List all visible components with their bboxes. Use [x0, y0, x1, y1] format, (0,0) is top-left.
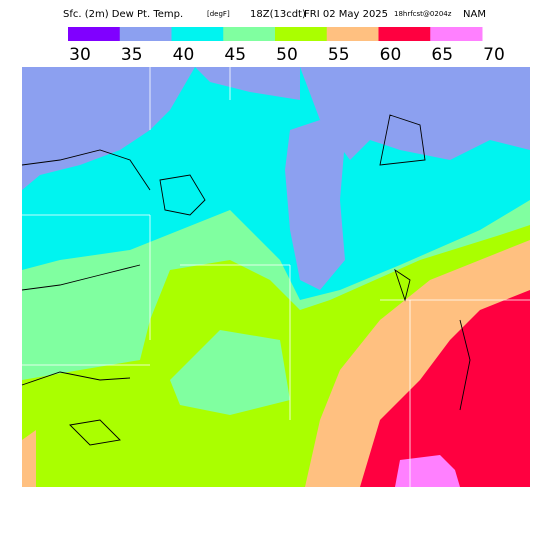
- title-model: NAM: [463, 9, 486, 20]
- region-35: [300, 67, 530, 160]
- colorbar-label: 60: [380, 45, 402, 65]
- colorbar-bin: [378, 27, 431, 41]
- county-outline: [21, 114, 471, 446]
- title: Sfc. (2m) Dew Pt. Temp. [degF] 18Z(13cdt…: [63, 9, 486, 20]
- colorbar-bin: [223, 27, 276, 41]
- colorbar-bin: [119, 27, 172, 41]
- colorbar-bin: [326, 27, 379, 41]
- colorbar-label: 50: [276, 45, 298, 65]
- colorbar-label: 35: [121, 45, 143, 65]
- region-55: [22, 430, 36, 487]
- title-forecast: 18hrfcst@0204z: [394, 10, 452, 18]
- region-65: [395, 455, 460, 487]
- colorbar-label: 40: [173, 45, 195, 65]
- state-line: [22, 67, 530, 487]
- title-name: Sfc. (2m) Dew Pt. Temp.: [63, 9, 183, 20]
- colorbar-bin: [275, 27, 328, 41]
- colorbar-label: 45: [224, 45, 246, 65]
- colorbar: 30 35 40 45 50 55 60 65 70: [68, 27, 505, 65]
- colorbar-label: 55: [328, 45, 350, 65]
- lake-michigan: [285, 120, 345, 290]
- title-time: 18Z(13cdt): [250, 9, 306, 20]
- title-date: FRI 02 May 2025: [304, 9, 388, 20]
- region-35: [22, 67, 195, 190]
- colorbar-label: 65: [431, 45, 453, 65]
- map: [21, 67, 530, 487]
- colorbar-label: 30: [69, 45, 91, 65]
- title-units: [degF]: [207, 10, 230, 18]
- colorbar-bin: [68, 27, 121, 41]
- colorbar-label: 70: [483, 45, 505, 65]
- region-45: [170, 330, 290, 415]
- colorbar-bin: [430, 27, 483, 41]
- region-60: [360, 290, 530, 487]
- colorbar-bin: [171, 27, 224, 41]
- region-35: [195, 67, 300, 100]
